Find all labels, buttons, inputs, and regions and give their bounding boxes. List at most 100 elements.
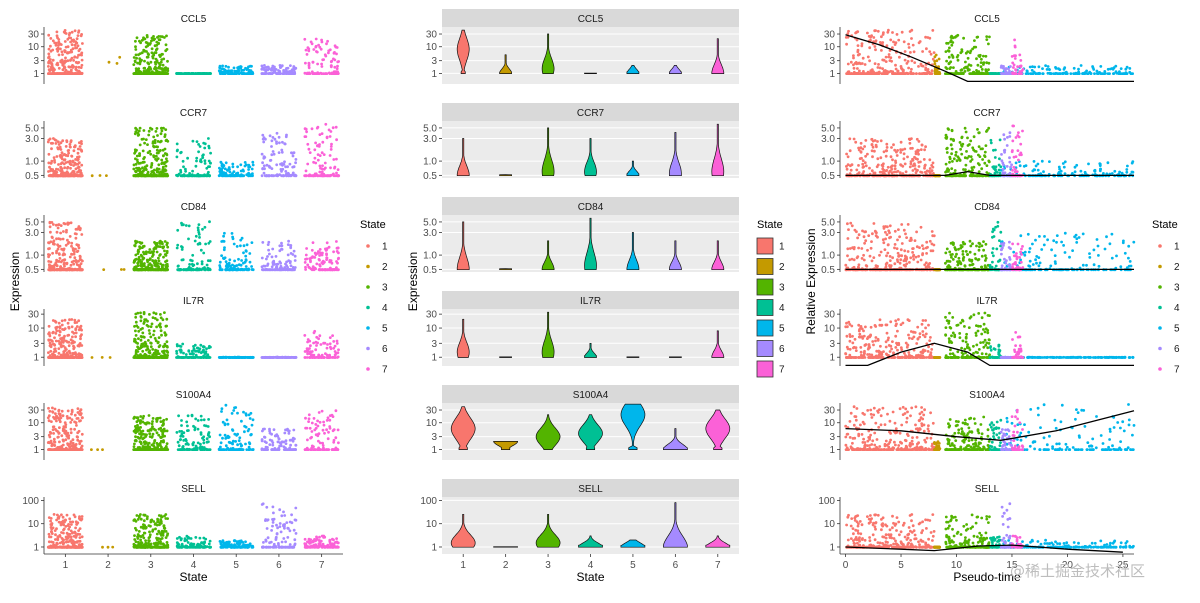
y-tick-label: 10 [28,519,40,530]
point [151,37,154,40]
point [145,423,148,426]
point [48,333,51,336]
point [48,410,51,413]
point [75,66,78,69]
point [331,262,334,265]
point [184,168,187,171]
point [49,356,52,359]
point [331,72,334,75]
point [318,268,321,271]
point [322,429,325,432]
point [192,140,195,143]
point [182,165,185,168]
point [337,441,340,444]
point [67,173,70,176]
point [209,152,212,155]
point [287,254,290,257]
point [248,441,251,444]
point [77,72,80,75]
point [283,142,286,145]
point [328,72,331,75]
point [58,253,61,256]
point [50,444,53,447]
point [206,441,209,444]
point [232,237,235,240]
point [74,414,77,417]
point [137,53,140,56]
point [317,440,320,443]
point [185,439,188,442]
point [80,34,83,37]
point [54,412,57,415]
point [333,66,336,69]
point [140,339,143,342]
point [294,266,297,269]
point [157,445,160,448]
point [191,170,194,173]
point [165,356,168,359]
point [58,329,61,332]
facet-label: SELL [181,484,206,495]
point [334,350,337,353]
point [135,57,138,60]
point [134,316,137,319]
point [315,38,318,41]
point [147,339,150,342]
point [155,268,158,271]
point [53,68,56,71]
point [61,410,64,413]
point [276,72,279,75]
point [328,419,331,422]
point [200,448,203,451]
point [321,132,324,135]
point [315,45,318,48]
point [64,172,67,175]
point [234,72,237,75]
point [68,32,71,35]
point [233,448,236,451]
point [336,340,339,343]
point [271,139,274,142]
point [53,438,56,441]
point [198,233,201,236]
point [156,242,159,245]
point [50,61,53,64]
point [179,268,182,271]
point [329,174,332,177]
point [328,425,331,428]
y-tick-label: 1.0 [25,157,39,168]
plot-background [44,215,343,272]
point [261,257,264,260]
point [237,258,240,261]
point [72,444,75,447]
point [272,174,275,177]
point [248,428,251,431]
point [66,268,69,271]
point [77,166,80,169]
point [64,51,67,54]
point [330,145,333,148]
point [205,347,208,350]
point [220,448,223,451]
point [325,252,328,255]
point [66,514,69,517]
point [325,42,328,45]
point [135,171,138,174]
point [136,36,139,39]
point [160,268,163,271]
point [290,174,293,177]
point [134,45,137,48]
point [337,174,340,177]
point [158,428,161,431]
point [308,173,311,176]
point [75,354,78,357]
point [147,63,150,66]
point [234,268,237,271]
point [51,340,54,343]
point [305,130,308,133]
point [287,259,290,262]
point [74,44,77,47]
point [159,313,162,316]
point [228,262,231,265]
point [58,342,61,345]
